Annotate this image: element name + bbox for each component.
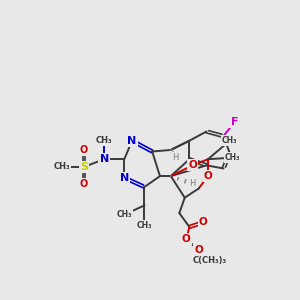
Text: C(CH₃)₃: C(CH₃)₃ <box>193 256 226 265</box>
Text: H: H <box>189 179 196 188</box>
Text: H: H <box>172 153 178 162</box>
Text: CH₃: CH₃ <box>54 162 70 171</box>
Text: N: N <box>120 173 129 183</box>
Text: O: O <box>199 217 208 227</box>
Text: O: O <box>80 179 88 189</box>
Text: CH₃: CH₃ <box>225 153 241 162</box>
Text: O: O <box>80 145 88 155</box>
Text: O: O <box>182 234 191 244</box>
Text: S: S <box>80 162 88 172</box>
Text: CH₃: CH₃ <box>137 221 152 230</box>
Text: O: O <box>188 160 197 170</box>
Text: N: N <box>100 154 109 164</box>
Text: CH₃: CH₃ <box>222 136 238 145</box>
Text: N: N <box>128 136 137 146</box>
Text: O: O <box>194 245 203 255</box>
Text: CH₃: CH₃ <box>116 210 132 219</box>
Text: O: O <box>204 171 212 181</box>
Text: F: F <box>231 117 238 127</box>
Text: CH₃: CH₃ <box>96 136 112 145</box>
